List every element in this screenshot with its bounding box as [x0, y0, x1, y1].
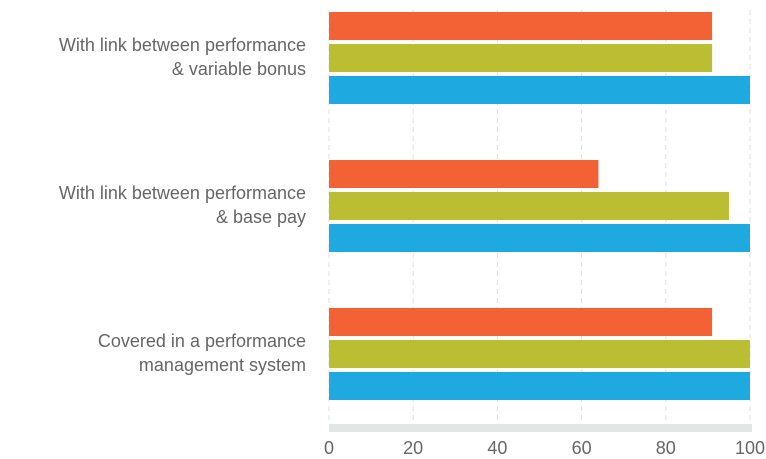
bar	[329, 160, 599, 188]
x-tick-label: 20	[403, 438, 423, 458]
x-tick-label: 40	[487, 438, 507, 458]
x-axis	[329, 424, 752, 432]
x-tick-label: 80	[656, 438, 676, 458]
bar	[329, 224, 750, 252]
bar	[329, 308, 713, 336]
bar	[329, 192, 729, 220]
bar	[329, 372, 750, 400]
category-label-line: & base pay	[216, 207, 306, 227]
bar	[329, 76, 750, 104]
category-label: Covered in a performance management syste…	[98, 331, 306, 375]
category-label-line: & variable bonus	[172, 59, 306, 79]
category-label-line: With link between performance	[59, 35, 306, 55]
x-tick-label: 60	[572, 438, 592, 458]
bar	[329, 44, 713, 72]
x-tick-label: 100	[735, 438, 765, 458]
category-label-line: management system	[139, 355, 306, 375]
category-label-line: With link between performance	[59, 183, 306, 203]
bar	[329, 12, 713, 40]
category-label: With link between performance & base pay	[59, 183, 306, 227]
bar	[329, 340, 750, 368]
x-tick-label: 0	[324, 438, 334, 458]
category-label: With link between performance & variable …	[59, 35, 306, 79]
category-label-line: Covered in a performance	[98, 331, 306, 351]
